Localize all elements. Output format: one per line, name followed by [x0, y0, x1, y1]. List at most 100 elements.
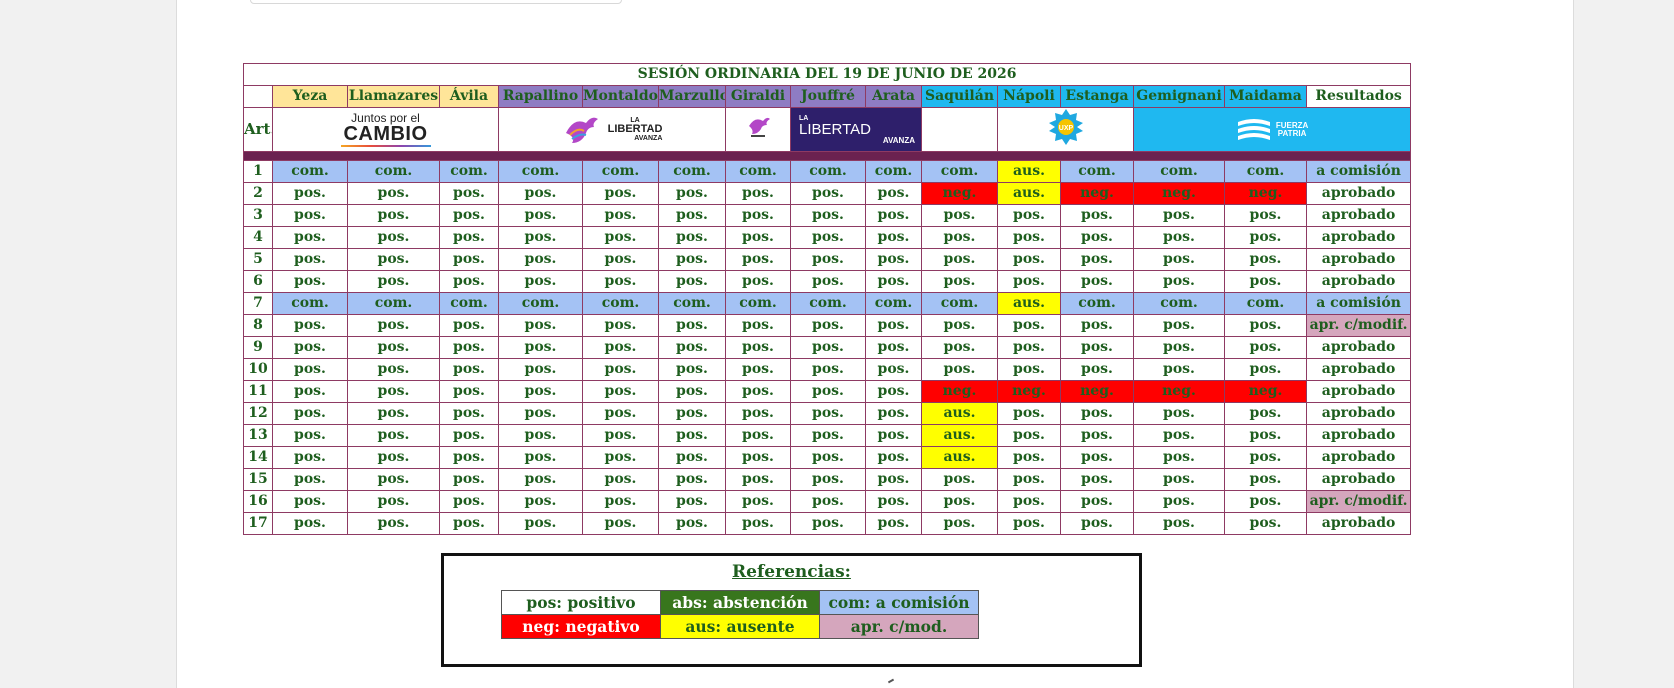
table-row: 12 pos. pos. pos. pos. pos. pos. pos. pos. pos. au…	[243, 402, 1412, 425]
vote-cell: pos.	[439, 380, 499, 403]
councillor-header: Yeza	[272, 85, 348, 108]
results-header: Resultados	[1305, 85, 1412, 108]
councillor-header: Gemignani	[1133, 85, 1225, 108]
result-cell: apr. c/modif.	[1305, 490, 1412, 513]
vote-cell: pos.	[272, 248, 348, 271]
vote-cell: pos.	[347, 248, 440, 271]
table-row: 2 pos. pos. pos. pos. pos. pos. pos. pos. pos. neg…	[243, 182, 1412, 205]
vote-cell: pos.	[272, 226, 348, 249]
vote-cell: pos.	[439, 270, 499, 293]
vote-cell: pos.	[658, 336, 726, 359]
top-input-box	[250, 0, 622, 4]
result-cell: aprobado	[1305, 336, 1412, 359]
flag-icon	[1237, 118, 1270, 140]
uxp-logo: UXP	[997, 107, 1134, 152]
councillor-header: Montaldo	[582, 85, 659, 108]
vote-cell: pos.	[272, 358, 348, 381]
vote-cell: pos.	[1133, 424, 1225, 447]
vote-cell: pos.	[582, 512, 659, 535]
vote-cell: com.	[1133, 292, 1225, 315]
lla-mini-icon	[749, 117, 770, 137]
vote-cell: pos.	[272, 490, 348, 513]
vote-cell: neg.	[1060, 182, 1134, 205]
vote-cell: pos.	[272, 204, 348, 227]
vote-cell: pos.	[347, 226, 440, 249]
vote-cell: pos.	[272, 270, 348, 293]
vote-cell: pos.	[1224, 512, 1307, 535]
result-cell: aprobado	[1305, 248, 1412, 271]
vote-cell: pos.	[582, 490, 659, 513]
lla-main-logo: LA LIBERTAD AVANZA	[498, 107, 726, 152]
vote-cell: pos.	[658, 248, 726, 271]
vote-cell: pos.	[658, 204, 726, 227]
vote-cell: pos.	[921, 204, 998, 227]
vote-cell: pos.	[921, 226, 998, 249]
vote-cell: pos.	[498, 490, 583, 513]
result-cell: aprobado	[1305, 424, 1412, 447]
result-cell: aprobado	[1305, 446, 1412, 469]
vote-cell: pos.	[865, 424, 922, 447]
vote-cell: pos.	[658, 380, 726, 403]
vote-cell: pos.	[997, 248, 1061, 271]
vote-cell: pos.	[921, 358, 998, 381]
vote-cell: pos.	[1060, 270, 1134, 293]
vote-cell: pos.	[582, 270, 659, 293]
result-cell: aprobado	[1305, 226, 1412, 249]
vote-cell: com.	[725, 160, 791, 183]
lla-navy-logo: LA LIBERTAD AVANZA	[790, 107, 922, 152]
vote-cell: pos.	[658, 468, 726, 491]
article-number: 9	[243, 336, 273, 359]
legend-item-neg: neg: negativo	[501, 614, 661, 639]
article-number: 1	[243, 160, 273, 183]
vote-cell: pos.	[1133, 358, 1225, 381]
vote-cell: pos.	[725, 336, 791, 359]
vote-cell: pos.	[725, 380, 791, 403]
vote-cell: com.	[498, 292, 583, 315]
vote-cell: com.	[865, 292, 922, 315]
vote-cell: pos.	[997, 490, 1061, 513]
vote-cell: neg.	[921, 380, 998, 403]
article-number: 11	[243, 380, 273, 403]
vote-cell: neg.	[1133, 380, 1225, 403]
legend-item-pos: pos: positivo	[501, 590, 661, 615]
vote-cell: pos.	[790, 226, 866, 249]
vote-cell: com.	[272, 160, 348, 183]
vote-cell: pos.	[439, 490, 499, 513]
vote-cell: pos.	[439, 182, 499, 205]
vote-cell: pos.	[582, 248, 659, 271]
session-title: SESIÓN ORDINARIA DEL 19 DE JUNIO DE 2026	[242, 63, 1412, 86]
vote-cell: pos.	[921, 248, 998, 271]
vote-cell: pos.	[725, 446, 791, 469]
vote-cell: pos.	[498, 270, 583, 293]
vote-cell: pos.	[790, 512, 866, 535]
vote-cell: pos.	[439, 402, 499, 425]
vote-cell: pos.	[272, 468, 348, 491]
vote-cell: pos.	[498, 226, 583, 249]
article-number: 8	[243, 314, 273, 337]
vote-cell: pos.	[582, 468, 659, 491]
vote-cell: aus.	[997, 160, 1061, 183]
vote-cell: com.	[498, 160, 583, 183]
vote-cell: pos.	[1224, 468, 1307, 491]
vote-cell: com.	[790, 160, 866, 183]
vote-cell: aus.	[921, 424, 998, 447]
vote-cell: pos.	[1133, 314, 1225, 337]
table-row: 13 pos. pos. pos. pos. pos. pos. pos. pos. pos. au…	[243, 424, 1412, 447]
vote-cell: pos.	[582, 380, 659, 403]
article-number: 10	[243, 358, 273, 381]
vote-cell: com.	[658, 292, 726, 315]
vote-cell: pos.	[1224, 270, 1307, 293]
vote-cell: pos.	[725, 402, 791, 425]
article-number: 17	[243, 512, 273, 535]
document-page: SESIÓN ORDINARIA DEL 19 DE JUNIO DE 2026…	[176, 0, 1574, 688]
vote-cell: com.	[439, 160, 499, 183]
vote-cell: pos.	[997, 468, 1061, 491]
vote-cell: com.	[439, 292, 499, 315]
councillor-header: Marzullo	[658, 85, 726, 108]
vote-cell: com.	[582, 292, 659, 315]
vote-cell: pos.	[1060, 226, 1134, 249]
vote-cell: pos.	[921, 512, 998, 535]
vote-cell: pos.	[272, 314, 348, 337]
jxc-logo: Juntos por el CAMBIO	[272, 107, 499, 152]
vote-cell: pos.	[582, 204, 659, 227]
